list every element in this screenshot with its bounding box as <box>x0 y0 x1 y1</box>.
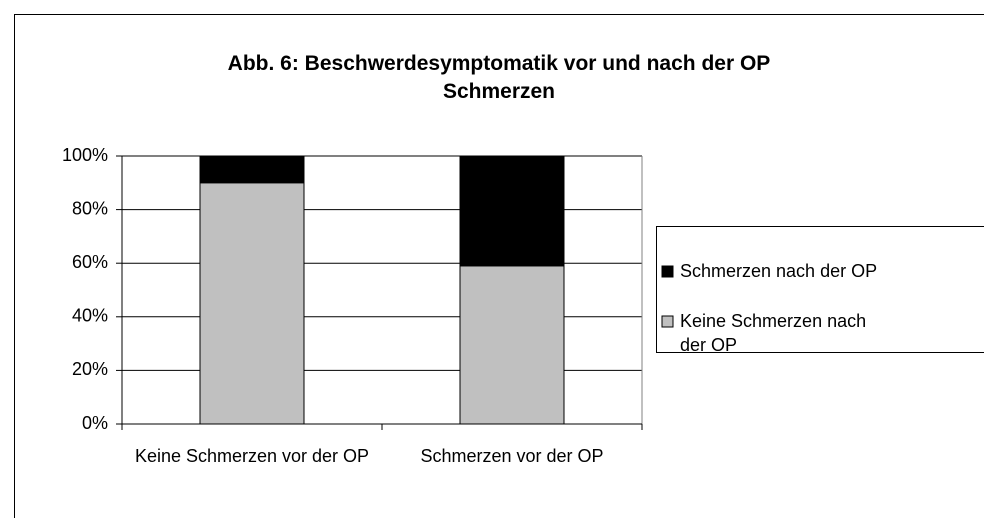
y-tick-label: 0% <box>82 413 108 433</box>
y-tick-label: 80% <box>72 198 108 218</box>
legend-swatch <box>661 265 674 278</box>
chart-title: Schmerzen <box>442 80 556 103</box>
chart-border <box>14 14 984 518</box>
bar-segment <box>199 155 305 184</box>
legend-label: Keine Schmerzen nach der OP <box>680 311 867 355</box>
legend-box <box>656 226 984 353</box>
y-tick-label: 60% <box>72 252 108 272</box>
bar-segment <box>459 265 565 425</box>
chart-title: Abb. 6: Beschwerdesymptomatik vor und na… <box>227 52 771 75</box>
x-tick-label: Keine Schmerzen vor der OP <box>134 446 370 466</box>
legend-label: Schmerzen nach der OP <box>680 261 878 281</box>
y-tick-label: 100% <box>62 145 108 165</box>
y-tick-label: 20% <box>72 359 108 379</box>
bar-segment <box>459 155 565 267</box>
bar-segment <box>199 182 305 425</box>
legend-swatch <box>661 315 674 328</box>
y-tick-label: 40% <box>72 306 108 326</box>
x-tick-label: Schmerzen vor der OP <box>420 446 604 466</box>
